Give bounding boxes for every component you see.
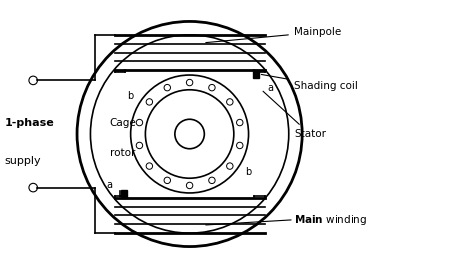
Text: Mainpole: Mainpole xyxy=(206,27,341,43)
Bar xyxy=(120,190,127,198)
Text: Shading coil: Shading coil xyxy=(261,75,358,91)
Text: b: b xyxy=(128,91,134,102)
Text: a: a xyxy=(267,83,273,94)
Text: b: b xyxy=(246,166,252,177)
Text: $\mathbf{Main}$ winding: $\mathbf{Main}$ winding xyxy=(294,213,367,227)
Text: rotor: rotor xyxy=(110,148,135,158)
Bar xyxy=(253,70,259,78)
Text: 1-phase: 1-phase xyxy=(5,118,55,128)
Text: Cage: Cage xyxy=(109,118,136,128)
Text: supply: supply xyxy=(5,156,41,166)
Text: a: a xyxy=(106,180,112,190)
Text: Stator: Stator xyxy=(263,91,326,139)
